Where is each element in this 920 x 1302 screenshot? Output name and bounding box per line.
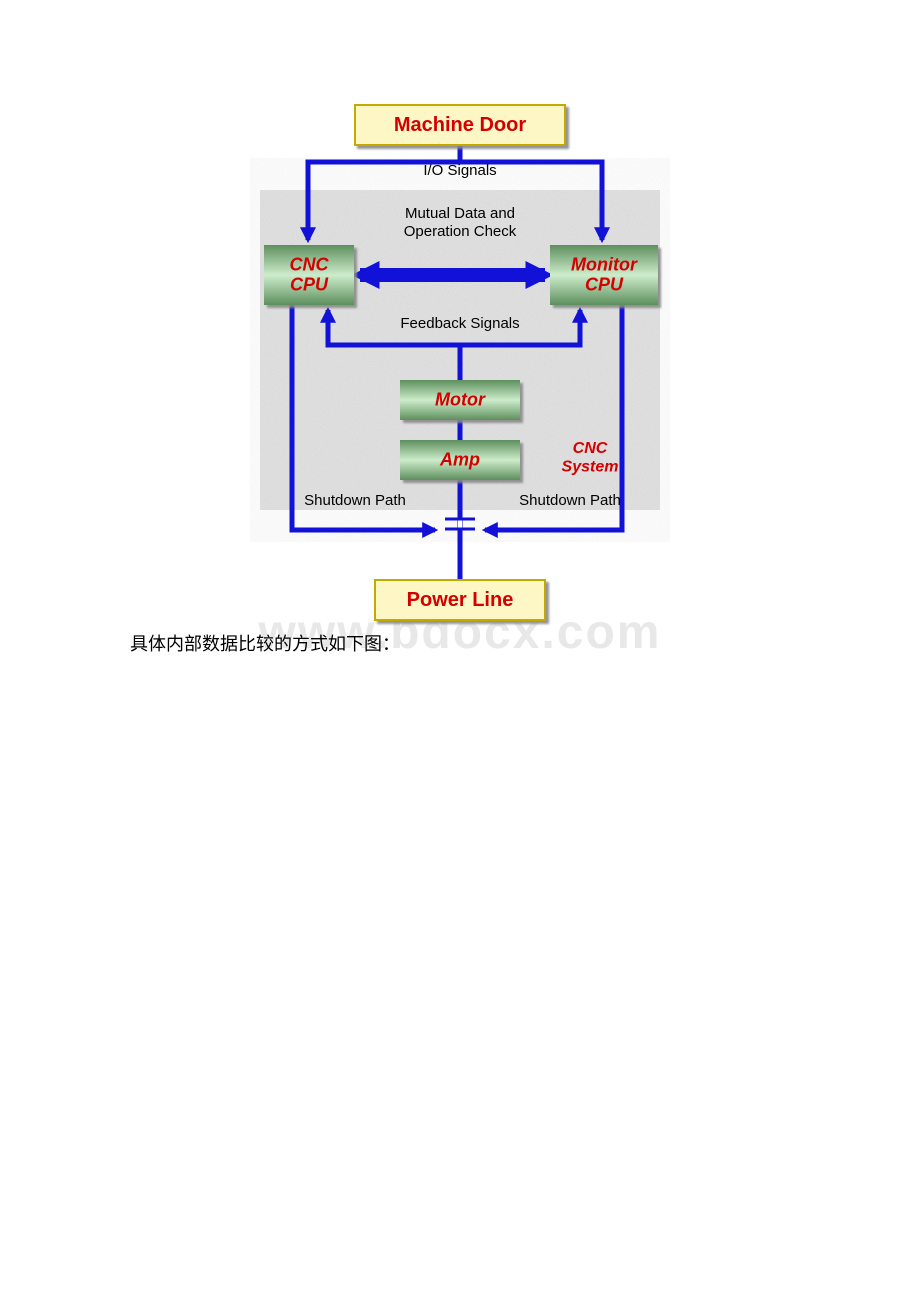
- svg-text:Motor: Motor: [435, 389, 486, 409]
- svg-text:CNC: CNC: [290, 255, 330, 275]
- label-mutual1: Mutual Data and: [405, 205, 515, 222]
- node-motor: Motor: [400, 380, 520, 420]
- svg-text:Monitor: Monitor: [571, 255, 638, 275]
- svg-text:Machine Door: Machine Door: [394, 114, 526, 136]
- node-cnc_cpu: CNCCPU: [264, 245, 354, 305]
- node-amp: Amp: [400, 440, 520, 480]
- label-feedback: Feedback Signals: [400, 315, 519, 332]
- label-cnc_system: CNC: [573, 440, 608, 457]
- label-shutdown_l: Shutdown Path: [304, 492, 406, 509]
- label-mutual2: Operation Check: [404, 223, 517, 240]
- label-io_signals: I/O Signals: [423, 162, 496, 179]
- svg-text:CPU: CPU: [585, 274, 624, 294]
- label-cnc_system: System: [562, 458, 619, 475]
- cnc-system-diagram: Machine DoorCNCCPUMonitorCPUMotorAmpPowe…: [250, 90, 670, 660]
- svg-text:Amp: Amp: [439, 449, 480, 469]
- diagram-caption: 具体内部数据比较的方式如下图：: [130, 630, 400, 656]
- node-machine_door: Machine Door: [355, 105, 565, 145]
- node-monitor_cpu: MonitorCPU: [550, 245, 658, 305]
- node-power_line: Power Line: [375, 580, 545, 620]
- svg-text:Power Line: Power Line: [407, 589, 514, 611]
- label-shutdown_r: Shutdown Path: [519, 492, 621, 509]
- svg-text:CPU: CPU: [290, 274, 329, 294]
